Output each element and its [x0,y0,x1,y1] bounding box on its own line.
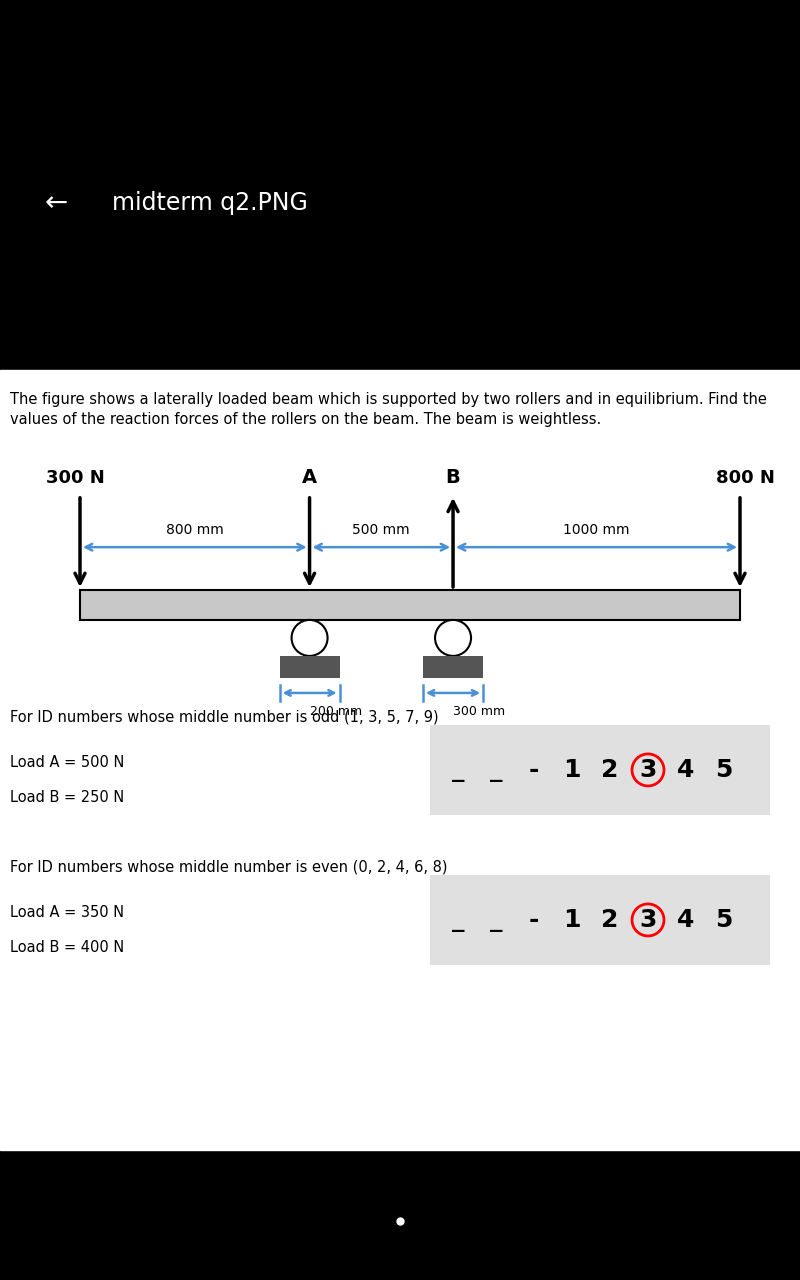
Text: 3: 3 [639,908,657,932]
Text: 4: 4 [678,908,694,932]
Text: _: _ [452,758,464,782]
Text: 800 mm: 800 mm [166,524,224,538]
Text: _: _ [490,758,502,782]
Bar [430,876,770,965]
Circle shape [291,620,327,655]
Circle shape [632,754,664,786]
Circle shape [632,904,664,936]
Bar [423,655,483,678]
Text: 200 mm: 200 mm [310,705,362,718]
Text: -: - [529,758,539,782]
Text: 300 mm: 300 mm [453,705,505,718]
Text: The figure shows a laterally loaded beam which is supported by two rollers and i: The figure shows a laterally loaded beam… [10,392,767,407]
Text: 5: 5 [715,758,733,782]
Text: ←: ← [44,189,68,218]
Text: 4: 4 [678,758,694,782]
Text: 2: 2 [602,758,618,782]
Bar [279,655,339,678]
Text: Load A = 500 N: Load A = 500 N [10,755,124,771]
Text: values of the reaction forces of the rollers on the beam. The beam is weightless: values of the reaction forces of the rol… [10,412,602,428]
Text: _: _ [452,908,464,932]
Text: 1000 mm: 1000 mm [563,524,630,538]
Text: 1: 1 [563,908,581,932]
Bar [80,590,740,620]
Text: 3: 3 [639,758,657,782]
Text: 500 mm: 500 mm [353,524,410,538]
Text: For ID numbers whose middle number is odd (1, 3, 5, 7, 9): For ID numbers whose middle number is od… [10,710,438,724]
Text: For ID numbers whose middle number is even (0, 2, 4, 6, 8): For ID numbers whose middle number is ev… [10,860,447,876]
Text: 300 N: 300 N [46,468,104,486]
Text: Load A = 350 N: Load A = 350 N [10,905,124,920]
Text: 1: 1 [563,758,581,782]
Bar [430,724,770,815]
Text: 2: 2 [602,908,618,932]
Circle shape [435,620,471,655]
Text: A: A [302,468,317,486]
Text: Load B = 250 N: Load B = 250 N [10,790,124,805]
Text: 800 N: 800 N [715,468,774,486]
Text: midterm q2.PNG: midterm q2.PNG [112,192,308,215]
Text: Load B = 400 N: Load B = 400 N [10,940,124,955]
Text: B: B [446,468,461,486]
Text: _: _ [490,908,502,932]
Text: -: - [529,908,539,932]
Text: 5: 5 [715,908,733,932]
